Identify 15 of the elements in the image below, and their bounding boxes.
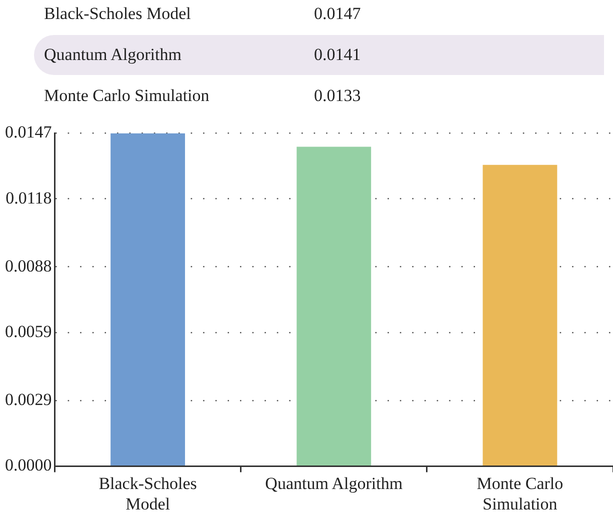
text: 0.0133 bbox=[314, 86, 361, 106]
x-tick-label: Black-Scholes Model bbox=[98, 474, 197, 514]
y-tick-label: 0.0029 bbox=[5, 390, 52, 409]
x-tick-label: Monte Carlo Simulation bbox=[476, 474, 564, 514]
y-tick-label: 0.0147 bbox=[5, 122, 52, 142]
y-tick-label: 0.0059 bbox=[5, 322, 52, 342]
category-label: Quantum Algorithm bbox=[44, 45, 182, 64]
y-tick-label: 0.0118 bbox=[6, 188, 52, 208]
category-label: Black-Scholes Model bbox=[44, 4, 191, 23]
text: 0.0147 bbox=[314, 4, 361, 24]
text: 0.0141 bbox=[314, 45, 361, 65]
category-label: Monte Carlo Simulation bbox=[44, 86, 210, 105]
y-tick-label: 0.0000 bbox=[5, 456, 52, 475]
x-tick-label: Quantum Algorithm bbox=[265, 474, 403, 493]
y-tick-label: 0.0088 bbox=[5, 256, 52, 276]
